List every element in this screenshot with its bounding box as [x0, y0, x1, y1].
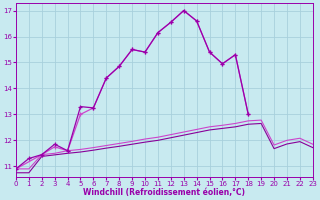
X-axis label: Windchill (Refroidissement éolien,°C): Windchill (Refroidissement éolien,°C)	[84, 188, 245, 197]
